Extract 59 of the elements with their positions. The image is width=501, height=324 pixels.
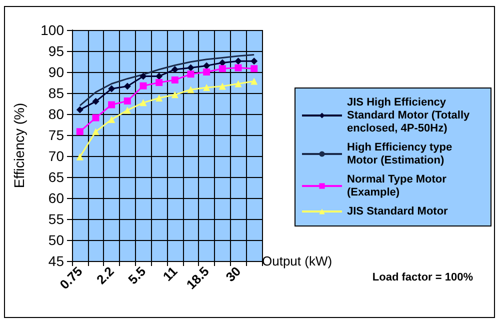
y-tick-label: 65 [48,169,64,185]
point [140,82,147,90]
point [171,66,178,73]
point [76,153,84,160]
text: Load factor = 100% [372,272,474,284]
point [218,59,226,66]
point [234,58,242,65]
point [108,85,116,92]
x-tick-label: 30 [222,264,244,285]
y-tick-label: 70 [48,148,64,164]
x-axis-title: Output (kW) [262,254,332,268]
x-tick-label: 2.2 [94,264,117,288]
legend-label: JIS Standard Motor [347,206,449,218]
y-tick-label: 75 [48,127,64,143]
y-tick-label: 90 [48,64,64,80]
y-tick-label: 55 [48,211,64,227]
legend-label: JIS High Efficiency Standard Motor (Totally enclosed, 4P-50Hz) [347,96,473,134]
y-tick-label: 45 [48,253,64,269]
x-tick-label: 5.5 [125,264,149,288]
point [140,72,147,80]
point [218,65,226,72]
point [92,98,100,105]
point [203,62,210,70]
point [108,101,116,108]
legend-label: Normal Type Motor (Example) [347,174,450,198]
point [234,64,242,72]
point [76,128,84,136]
point [156,94,163,102]
point [187,64,194,72]
y-tick-label: 50 [48,232,64,248]
point [187,70,194,78]
point [250,58,258,65]
point [171,76,178,84]
point [156,79,163,86]
x-tick-label: 11 [160,264,180,284]
point [234,80,242,88]
point [203,84,210,92]
point [124,106,131,114]
point [187,86,194,94]
point [124,97,131,104]
y-axis-title: Efficiency (%) [11,102,27,188]
point [124,82,131,90]
y-tick-label: 100 [40,22,64,38]
point [203,68,210,76]
point [92,114,100,122]
point [250,65,258,72]
point [108,116,116,123]
point [92,128,100,136]
point [156,72,163,80]
point [250,78,258,85]
point [140,99,147,106]
point [171,91,178,98]
y-tick-label: 85 [48,85,64,101]
point [76,106,84,114]
y-tick-label: 95 [48,43,64,59]
y-tick-label: 60 [48,190,64,206]
y-tick-label: 80 [48,106,64,122]
point [218,82,226,90]
legend-label: High Efficiency type Motor (Estimation) [347,142,456,166]
